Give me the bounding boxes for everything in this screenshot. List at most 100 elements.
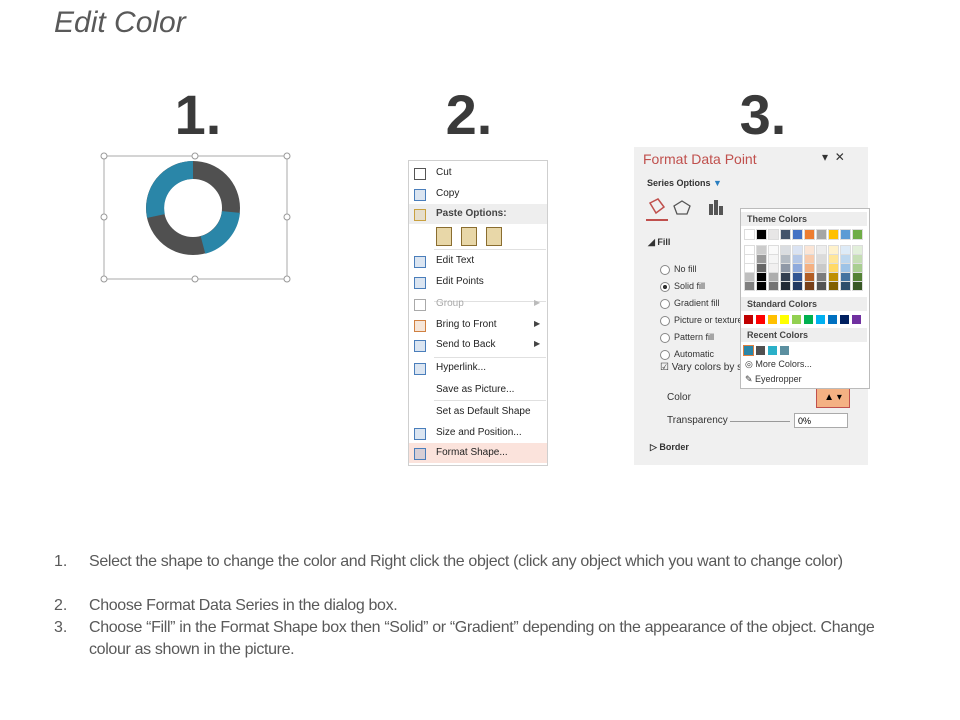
checkbox[interactable]: ☑ Vary colors by sl (660, 362, 745, 373)
swatch[interactable] (756, 281, 767, 291)
more-colors[interactable]: ◎ More Colors... (745, 359, 812, 369)
menu-item[interactable] (409, 251, 547, 271)
radio-label: Gradient fill (674, 298, 720, 308)
instruction-number: 2. (54, 597, 68, 614)
context-menu: Cut Copy Paste Options: Edit Text Edit Point… (408, 160, 548, 466)
menu-label: Paste Options: (436, 208, 507, 219)
swatch[interactable] (792, 229, 803, 240)
eyedropper[interactable]: ✎ Eyedropper (745, 374, 802, 384)
instruction-number: 1. (54, 553, 68, 570)
radio[interactable] (660, 350, 670, 360)
instruction-text: Select the shape to change the color and… (89, 553, 843, 570)
paste-icon[interactable] (436, 227, 452, 246)
radio-label: Pattern fill (674, 332, 715, 342)
swatch[interactable] (852, 315, 861, 324)
color-palette: Theme Colors Standard Colors Recent Colo… (740, 208, 870, 389)
menu-separator (434, 357, 546, 358)
swatch[interactable] (744, 315, 753, 324)
pane-controls[interactable]: ▾ ✕ (822, 150, 845, 164)
radio[interactable] (660, 265, 670, 275)
paste-icon[interactable] (461, 227, 477, 246)
checkbox-label: Vary colors by sl (671, 362, 745, 373)
radio-label: No fill (674, 264, 697, 274)
menu-label: Group (436, 298, 464, 309)
menu-label: Save as Picture... (436, 384, 515, 395)
swatch[interactable] (780, 229, 791, 240)
instruction-text: Choose Format Data Series in the dialog … (89, 597, 398, 614)
swatch[interactable] (780, 281, 791, 291)
swatch[interactable] (780, 346, 789, 355)
menu-label: Size and Position... (436, 427, 522, 438)
menu-label: Edit Text (436, 255, 475, 266)
swatch[interactable] (840, 315, 849, 324)
swatch[interactable] (768, 281, 779, 291)
swatch[interactable] (792, 315, 801, 324)
swatch[interactable] (828, 315, 837, 324)
donut-segment (200, 210, 240, 254)
swatch[interactable] (816, 315, 825, 324)
swatch[interactable] (804, 315, 813, 324)
swatch[interactable] (756, 229, 767, 240)
swatch[interactable] (852, 229, 863, 240)
swatch[interactable] (828, 281, 839, 291)
slide-title: Edit Color (54, 6, 186, 39)
paste-icon[interactable] (486, 227, 502, 246)
menu-separator (434, 400, 546, 401)
swatch[interactable] (804, 229, 815, 240)
palette-header: Theme Colors (741, 212, 867, 226)
swatch[interactable] (768, 346, 777, 355)
menu-separator (434, 249, 546, 250)
swatch[interactable] (780, 315, 789, 324)
border-header: ▷ Border (650, 442, 689, 452)
swatch[interactable] (852, 281, 863, 291)
swatch[interactable] (792, 281, 803, 291)
menu-item[interactable] (409, 294, 547, 314)
palette-header: Standard Colors (741, 297, 867, 311)
radio-label: Picture or texture (674, 315, 743, 325)
swatch[interactable] (743, 345, 754, 356)
donut-illustration (100, 152, 291, 283)
menu-label: Edit Points (436, 276, 484, 287)
radio[interactable] (660, 299, 670, 309)
color-button[interactable]: ▲ ▾ (816, 388, 850, 408)
swatch[interactable] (768, 315, 777, 324)
fill-header: ◢ Fill (648, 237, 671, 247)
swatch[interactable] (756, 315, 765, 324)
slider[interactable] (730, 421, 790, 422)
menu-item[interactable] (409, 163, 547, 183)
menu-label: Send to Back (436, 339, 496, 350)
submenu-arrow: ▶ (534, 339, 541, 348)
menu-label: Set as Default Shape (436, 406, 531, 417)
swatch[interactable] (816, 229, 827, 240)
color-label: Color (667, 392, 691, 403)
menu-separator (434, 301, 546, 302)
menu-icon (414, 168, 426, 180)
radio[interactable] (660, 333, 670, 343)
pane-title: Format Data Point (643, 151, 757, 167)
step-number: 1. (174, 83, 222, 146)
menu-item[interactable] (409, 184, 547, 204)
swatch[interactable] (828, 229, 839, 240)
radio[interactable] (660, 282, 670, 292)
menu-label: Bring to Front (436, 319, 497, 330)
radio-label: Automatic (674, 349, 715, 359)
menu-label: Hyperlink... (436, 362, 487, 373)
menu-icon (414, 209, 426, 221)
swatch[interactable] (744, 281, 755, 291)
transparency-input[interactable]: 0% (794, 413, 848, 428)
swatch[interactable] (756, 346, 765, 355)
menu-item[interactable] (409, 443, 547, 463)
menu-icon (414, 385, 426, 397)
swatch[interactable] (840, 229, 851, 240)
swatch[interactable] (744, 229, 755, 240)
menu-icon (414, 256, 426, 268)
instruction-number: 3. (54, 619, 68, 636)
step-number: 2. (445, 83, 493, 146)
swatch[interactable] (768, 229, 779, 240)
swatch[interactable] (816, 281, 827, 291)
radio[interactable] (660, 316, 670, 326)
swatch[interactable] (840, 281, 851, 291)
swatch[interactable] (804, 281, 815, 291)
menu-icon (414, 277, 426, 289)
